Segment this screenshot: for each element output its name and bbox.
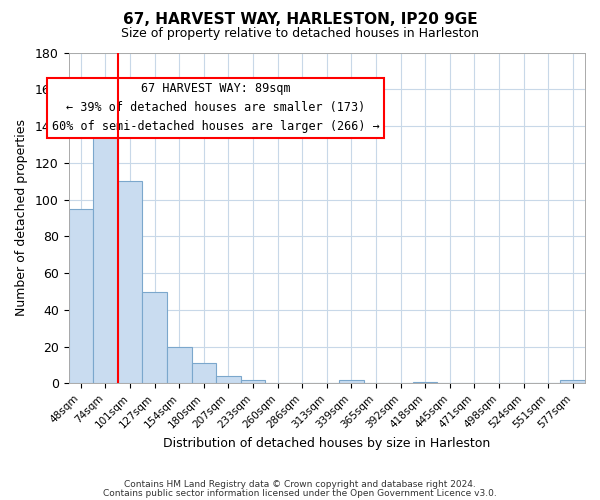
Bar: [339, 380, 364, 384]
Bar: [216, 376, 241, 384]
Bar: [413, 382, 437, 384]
Text: Contains public sector information licensed under the Open Government Licence v3: Contains public sector information licen…: [103, 488, 497, 498]
Bar: [142, 292, 167, 384]
Text: 67, HARVEST WAY, HARLESTON, IP20 9GE: 67, HARVEST WAY, HARLESTON, IP20 9GE: [122, 12, 478, 28]
Bar: [93, 108, 118, 384]
Text: Size of property relative to detached houses in Harleston: Size of property relative to detached ho…: [121, 28, 479, 40]
Bar: [241, 380, 265, 384]
Bar: [167, 346, 191, 384]
Text: 67 HARVEST WAY: 89sqm
← 39% of detached houses are smaller (173)
60% of semi-det: 67 HARVEST WAY: 89sqm ← 39% of detached …: [52, 82, 380, 134]
Y-axis label: Number of detached properties: Number of detached properties: [15, 120, 28, 316]
Bar: [191, 363, 216, 384]
Bar: [118, 181, 142, 384]
Bar: [560, 380, 585, 384]
Text: Contains HM Land Registry data © Crown copyright and database right 2024.: Contains HM Land Registry data © Crown c…: [124, 480, 476, 489]
X-axis label: Distribution of detached houses by size in Harleston: Distribution of detached houses by size …: [163, 437, 490, 450]
Bar: [68, 209, 93, 384]
